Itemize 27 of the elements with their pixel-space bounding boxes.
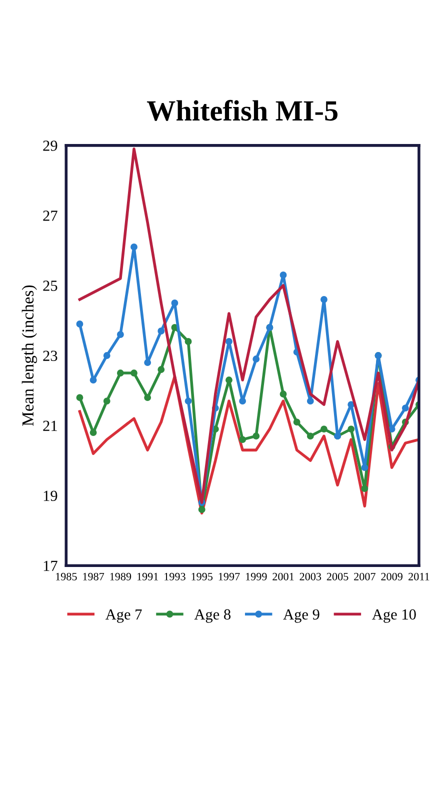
x-tick-label: 1997: [218, 572, 240, 580]
legend-label: Age 10: [372, 609, 416, 623]
y-tick-label: 19: [44, 490, 58, 502]
x-tick-label: 1993: [164, 572, 186, 580]
y-tick-label: 23: [43, 350, 58, 361]
x-tick-label: 2003: [300, 572, 322, 580]
x-tick-label: 1995: [192, 572, 213, 580]
y-tick-label: 25: [43, 280, 58, 291]
x-tick-label: 1991: [137, 572, 158, 580]
x-tick-label: 2011: [408, 572, 430, 580]
x-tick-label: 1985: [56, 572, 77, 580]
y-tick-label: 27: [43, 210, 58, 221]
x-tick-label: 1989: [110, 572, 132, 580]
legend-label: Age 9: [283, 609, 320, 623]
x-tick-label: 1987: [83, 572, 104, 580]
y-tick-label: 17: [44, 560, 58, 571]
legend-label: Age 7: [105, 609, 142, 623]
y-tick-label: 21: [43, 420, 57, 431]
x-tick-label: 2007: [354, 572, 376, 580]
chart-title: Whitefish MI-5: [146, 100, 338, 121]
x-tick-label: 2001: [272, 572, 294, 580]
x-tick-label: 2005: [326, 572, 348, 580]
x-tick-label: 1999: [246, 572, 267, 580]
y-tick-label: 29: [43, 140, 58, 151]
x-tick-label: 2009: [381, 572, 402, 580]
legend-label: Age 8: [194, 609, 231, 623]
y-axis-title: Mean length (inches): [22, 285, 37, 426]
